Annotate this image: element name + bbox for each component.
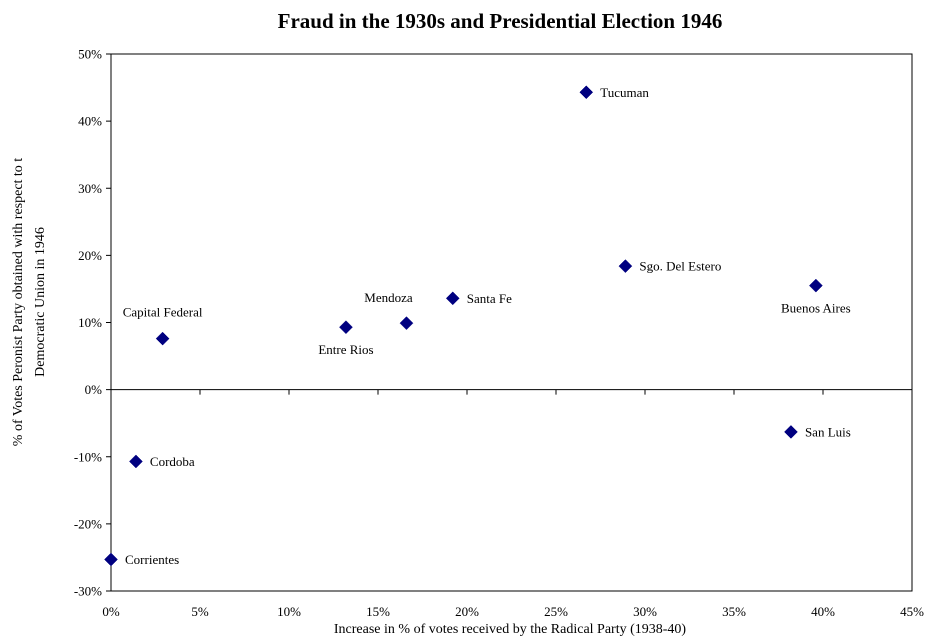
data-points: Tucuman Sgo. Del Estero Buenos Aires Santa … — [104, 85, 851, 567]
data-point-label: Buenos Aires — [781, 301, 851, 316]
data-point-marker — [809, 278, 823, 293]
data-point-label: Corrientes — [125, 552, 179, 567]
y-axis-label-line1: % of Votes Peronist Party obtained with … — [11, 158, 26, 446]
y-tick-label: -20% — [74, 516, 102, 531]
data-point-marker — [784, 425, 798, 439]
x-tick-label: 45% — [900, 604, 924, 619]
data-point-marker — [104, 552, 118, 567]
x-tick-label: 35% — [722, 604, 746, 619]
x-axis-ticks: 0% 5% 10% 15% 20% 25% 30% 35% 40% 45% — [102, 389, 924, 619]
y-tick-label: 20% — [78, 248, 102, 263]
chart-title: Fraud in the 1930s and Presidential Elec… — [278, 9, 723, 33]
data-point-marker — [579, 85, 594, 100]
y-tick-label: 40% — [78, 114, 102, 129]
x-tick-label: 25% — [544, 604, 568, 619]
y-tick-label: 30% — [78, 181, 102, 196]
x-tick-label: 15% — [366, 604, 390, 619]
data-point-label: Sgo. Del Estero — [639, 259, 721, 274]
data-point-label: San Luis — [805, 424, 851, 439]
data-point-label: Santa Fe — [467, 291, 512, 306]
y-tick-label: -30% — [74, 584, 102, 599]
y-tick-label: 10% — [78, 315, 102, 330]
data-point-label: Tucuman — [600, 85, 649, 100]
x-tick-label: 40% — [811, 604, 835, 619]
data-point-marker — [155, 331, 170, 346]
y-axis-ticks: -30% -20% -10% 0% 10% 20% 30% 40% 50% — [74, 47, 111, 599]
x-axis-label: Increase in % of votes received by the R… — [334, 622, 687, 637]
y-axis-label: % of Votes Peronist Party obtained with … — [11, 158, 48, 446]
data-point-marker — [129, 454, 143, 469]
data-point-marker — [339, 320, 353, 335]
data-point-label: Capital Federal — [123, 305, 203, 320]
data-point-marker — [445, 291, 460, 306]
y-tick-label: 50% — [78, 47, 102, 62]
x-tick-label: 10% — [277, 604, 301, 619]
x-tick-label: 5% — [191, 604, 209, 619]
plot-area — [110, 53, 913, 592]
y-axis-label-line2: Democratic Union in 1946 — [33, 227, 48, 377]
y-tick-label: 0% — [85, 382, 103, 397]
data-point-marker — [618, 259, 633, 273]
data-point-label: Entre Rios — [318, 342, 373, 357]
data-point-marker — [399, 316, 414, 331]
data-point-label: Mendoza — [364, 290, 413, 305]
x-tick-label: 20% — [455, 604, 479, 619]
x-tick-label: 0% — [102, 604, 120, 619]
y-tick-label: -10% — [74, 449, 102, 464]
data-point-label: Cordoba — [150, 454, 195, 469]
x-tick-label: 30% — [633, 604, 657, 619]
